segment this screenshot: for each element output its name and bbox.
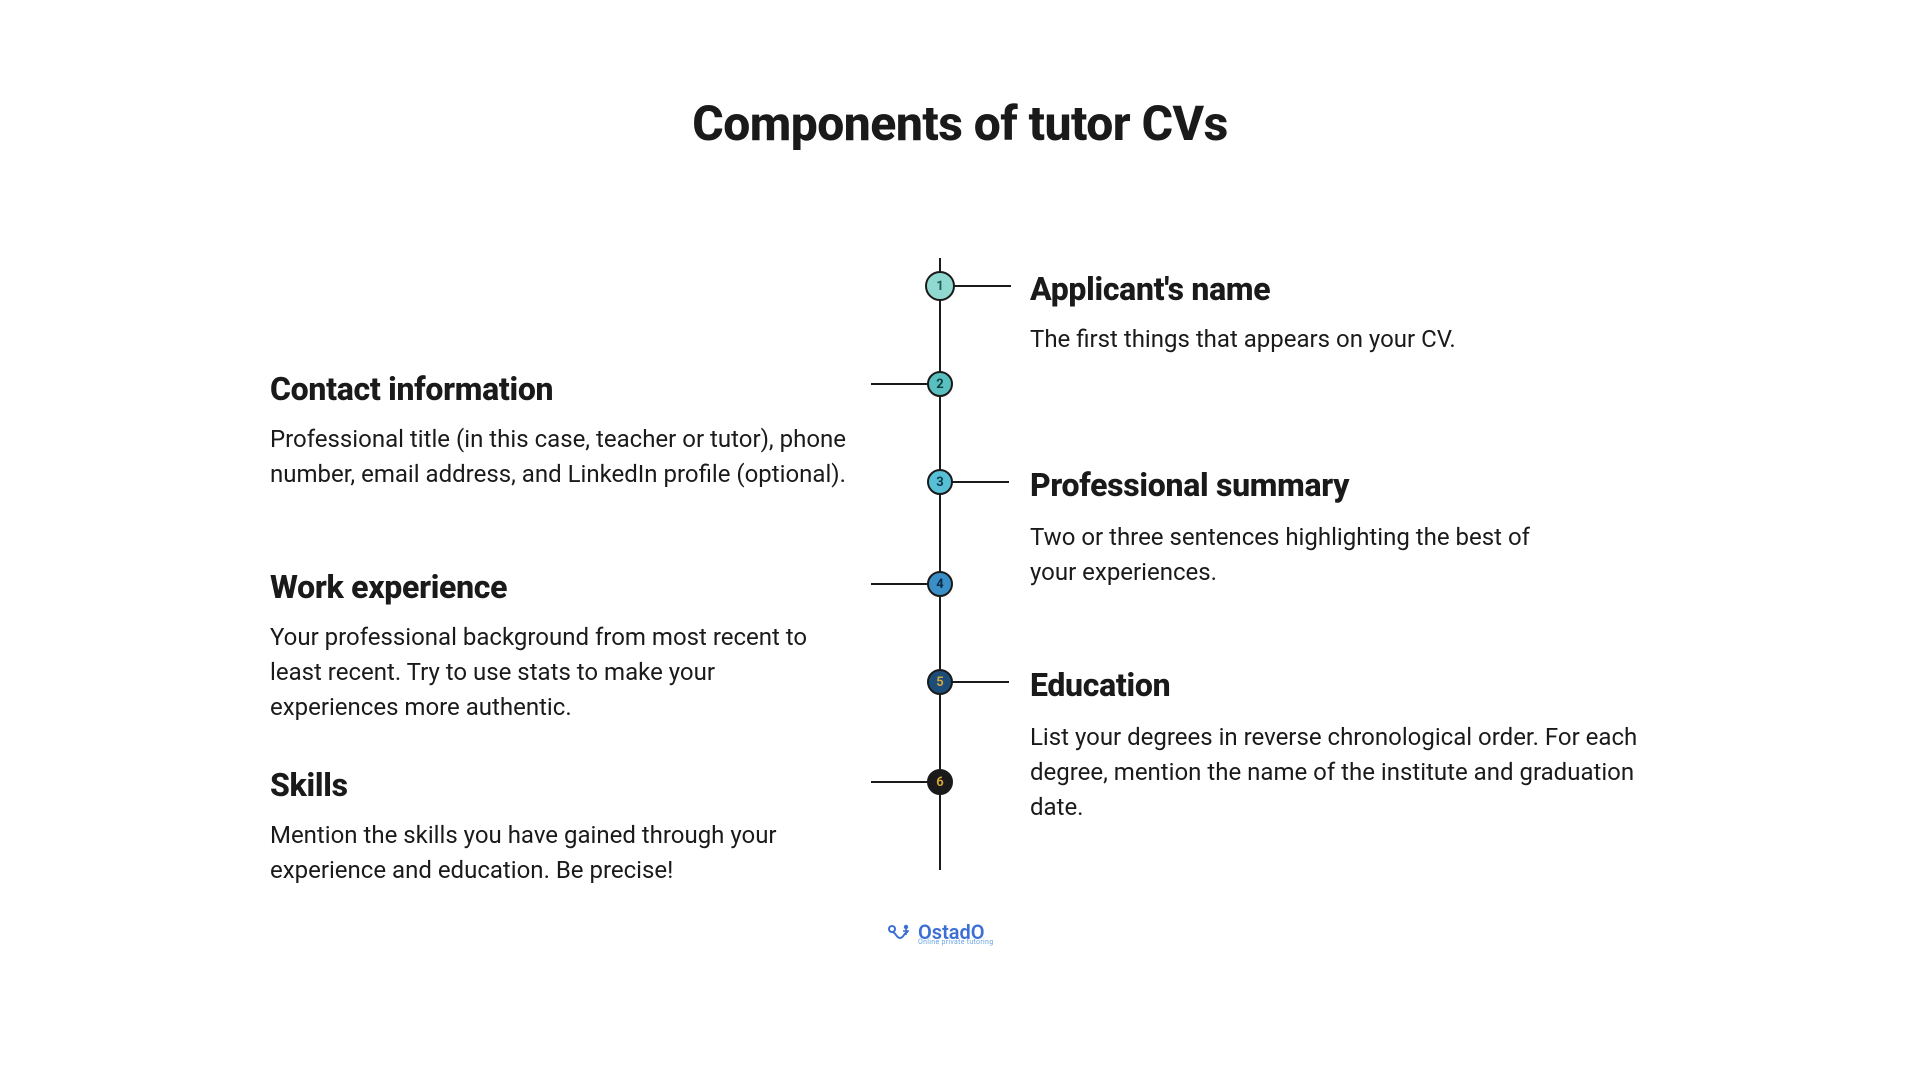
section-description: The first things that appears on your CV… <box>1030 322 1610 357</box>
brand-logo: OstadO Online private tutoring <box>886 920 985 944</box>
timeline-connector <box>871 781 929 783</box>
section-description: Mention the skills you have gained throu… <box>270 818 800 888</box>
timeline-connector <box>871 583 929 585</box>
section-description: Professional title (in this case, teache… <box>270 422 846 492</box>
section-description: Two or three sentences highlighting the … <box>1030 520 1540 590</box>
section-description: Your professional background from most r… <box>270 620 820 724</box>
timeline-node-1: 1 <box>925 271 955 301</box>
section-title: Applicant's name <box>1030 270 1270 308</box>
timeline-connector <box>953 285 1011 287</box>
timeline-node-6: 6 <box>927 769 953 795</box>
section-title: Education <box>1030 666 1170 704</box>
section-title: Contact information <box>270 370 553 408</box>
timeline-connector <box>951 481 1009 483</box>
timeline-connector <box>951 681 1009 683</box>
timeline-node-2: 2 <box>927 371 953 397</box>
timeline-node-4: 4 <box>927 571 953 597</box>
page-title: Components of tutor CVs <box>0 95 1920 152</box>
section-title: Work experience <box>270 568 507 606</box>
section-description: List your degrees in reverse chronologic… <box>1030 720 1650 824</box>
logo-icon <box>886 922 912 942</box>
section-title: Professional summary <box>1030 466 1349 504</box>
timeline-node-5: 5 <box>927 669 953 695</box>
timeline-node-3: 3 <box>927 469 953 495</box>
logo-subtext: Online private tutoring <box>918 938 993 946</box>
timeline-connector <box>871 383 929 385</box>
section-title: Skills <box>270 766 348 804</box>
